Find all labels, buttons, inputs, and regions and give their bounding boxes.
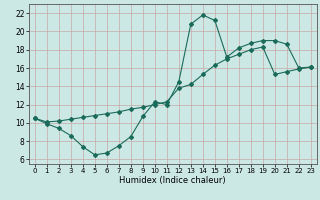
X-axis label: Humidex (Indice chaleur): Humidex (Indice chaleur) (119, 176, 226, 185)
